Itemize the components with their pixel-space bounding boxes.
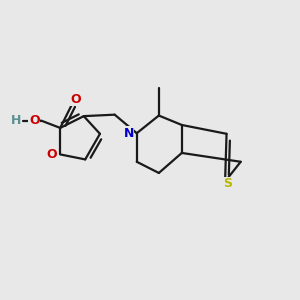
Text: O: O — [70, 93, 81, 106]
Text: S: S — [223, 177, 232, 190]
Text: H: H — [11, 114, 21, 127]
Text: O: O — [29, 114, 40, 127]
Text: O: O — [46, 148, 57, 161]
Text: N: N — [123, 127, 134, 140]
